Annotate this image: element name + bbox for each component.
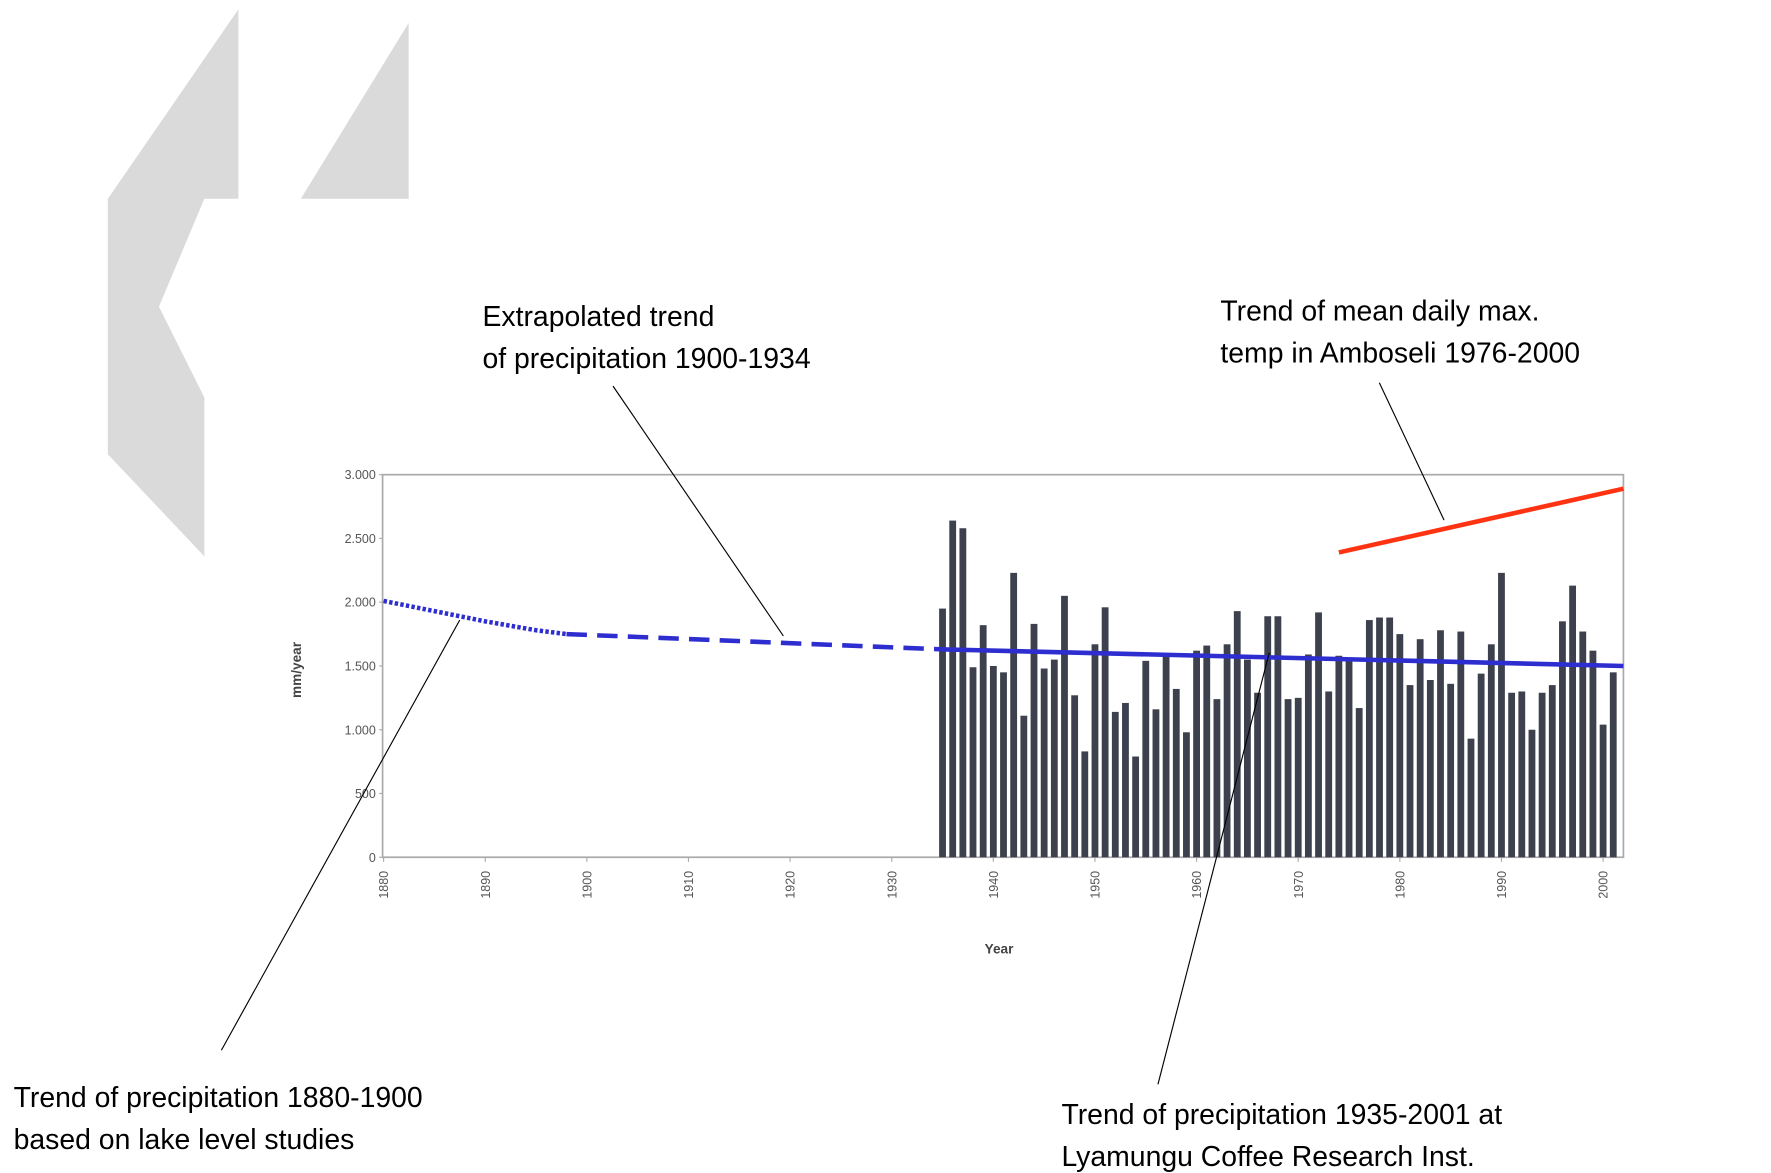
bar bbox=[970, 667, 977, 857]
x-tick-label: 1960 bbox=[1190, 871, 1204, 899]
y-tick-label: 3.000 bbox=[345, 468, 376, 482]
bar bbox=[1508, 693, 1515, 858]
bar bbox=[1102, 607, 1109, 857]
bar bbox=[1081, 751, 1088, 857]
bar bbox=[1234, 611, 1241, 857]
bar bbox=[1122, 703, 1129, 857]
x-tick-label: 1900 bbox=[580, 871, 594, 899]
bar bbox=[1153, 709, 1160, 857]
decor bbox=[301, 23, 409, 199]
bar bbox=[1214, 699, 1221, 857]
bar bbox=[1569, 586, 1576, 858]
bar bbox=[1396, 634, 1403, 857]
x-tick-label: 2000 bbox=[1597, 871, 1611, 899]
bar bbox=[1041, 669, 1048, 858]
bar bbox=[1559, 621, 1566, 857]
bar bbox=[1142, 661, 1149, 857]
bar bbox=[1366, 620, 1373, 857]
x-tick-label: 1950 bbox=[1089, 871, 1103, 899]
bar bbox=[1020, 716, 1027, 858]
bar bbox=[1193, 651, 1200, 858]
annotation: Trend of precipitation 1935-2001 at bbox=[1061, 1099, 1502, 1131]
bar bbox=[1437, 630, 1444, 857]
annotation: Trend of precipitation 1880-1900 bbox=[14, 1082, 423, 1114]
x-tick-label: 1890 bbox=[479, 871, 493, 899]
bar bbox=[1254, 693, 1261, 858]
bar bbox=[1305, 654, 1312, 857]
y-tick-label: 1.000 bbox=[345, 723, 376, 737]
bar bbox=[1132, 757, 1139, 858]
bar bbox=[1163, 656, 1170, 857]
bar bbox=[1274, 616, 1281, 857]
y-tick-label: 500 bbox=[355, 787, 376, 801]
bar bbox=[1000, 672, 1007, 857]
bar bbox=[1010, 573, 1017, 857]
bar bbox=[1610, 672, 1617, 857]
bar bbox=[1468, 739, 1475, 858]
bar bbox=[1386, 618, 1393, 858]
bar bbox=[1529, 730, 1536, 858]
bar bbox=[959, 528, 966, 857]
bar bbox=[990, 666, 997, 857]
decor bbox=[108, 9, 239, 556]
bar bbox=[1295, 698, 1302, 857]
bar bbox=[1031, 624, 1038, 857]
bar bbox=[1376, 618, 1383, 858]
x-tick-label: 1970 bbox=[1292, 871, 1306, 899]
x-tick-label: 1920 bbox=[784, 871, 798, 899]
bar bbox=[1264, 616, 1271, 857]
bar bbox=[1325, 691, 1332, 857]
x-tick-label: 1990 bbox=[1495, 871, 1509, 899]
chart: Year mm/year 0 500 1.000 1.500 2.000 2.500 3.0… bbox=[0, 0, 1771, 1173]
y-tick-label: 2.000 bbox=[345, 596, 376, 610]
bar bbox=[1335, 656, 1342, 857]
bar bbox=[1518, 691, 1525, 857]
bar bbox=[1549, 685, 1556, 857]
bar bbox=[1447, 684, 1454, 857]
bar bbox=[1488, 644, 1495, 857]
bar bbox=[980, 625, 987, 857]
bar bbox=[1427, 680, 1434, 857]
bar bbox=[1498, 573, 1505, 857]
bar bbox=[1244, 660, 1251, 858]
bar bbox=[1407, 685, 1414, 857]
bar bbox=[1417, 639, 1424, 857]
annotation: Lyamungu Coffee Research Inst. bbox=[1061, 1141, 1474, 1173]
page: {"chart_data": { "type": "bar", "y_label… bbox=[0, 0, 1771, 1173]
y-tick-label: 0 bbox=[369, 851, 376, 865]
bar bbox=[1061, 596, 1068, 857]
y-tick-label: 2.500 bbox=[345, 532, 376, 546]
x-axis-label: Year bbox=[985, 942, 1014, 957]
bar bbox=[1285, 699, 1292, 857]
y-tick-label: 1.500 bbox=[345, 660, 376, 674]
bar bbox=[1315, 612, 1322, 857]
bar bbox=[1478, 674, 1485, 858]
bar bbox=[1346, 661, 1353, 857]
bar bbox=[1092, 644, 1099, 857]
bar bbox=[1112, 712, 1119, 857]
y-axis-label: mm/year bbox=[289, 641, 304, 698]
bar bbox=[1203, 646, 1210, 858]
x-tick-label: 1930 bbox=[885, 871, 899, 899]
bar bbox=[1457, 632, 1464, 858]
bar bbox=[1590, 651, 1597, 858]
bar bbox=[1071, 695, 1078, 857]
bar bbox=[1539, 693, 1546, 858]
bar bbox=[1356, 708, 1363, 857]
bar bbox=[939, 609, 946, 858]
bar bbox=[1600, 725, 1607, 858]
annotation: of precipitation 1900-1934 bbox=[482, 343, 810, 375]
bar bbox=[1173, 689, 1180, 857]
x-tick-label: 1940 bbox=[987, 871, 1001, 899]
annotation: based on lake level studies bbox=[14, 1124, 355, 1156]
x-tick-label: 1980 bbox=[1393, 871, 1407, 899]
bar bbox=[1051, 660, 1058, 858]
x-tick-label: 1880 bbox=[377, 871, 391, 899]
annotation: temp in Amboseli 1976-2000 bbox=[1220, 337, 1580, 369]
x-tick-label: 1910 bbox=[682, 871, 696, 899]
annotation: Extrapolated trend bbox=[482, 301, 714, 333]
bar bbox=[949, 521, 956, 858]
bar bbox=[1183, 732, 1190, 857]
annotation: Trend of mean daily max. bbox=[1220, 295, 1539, 327]
